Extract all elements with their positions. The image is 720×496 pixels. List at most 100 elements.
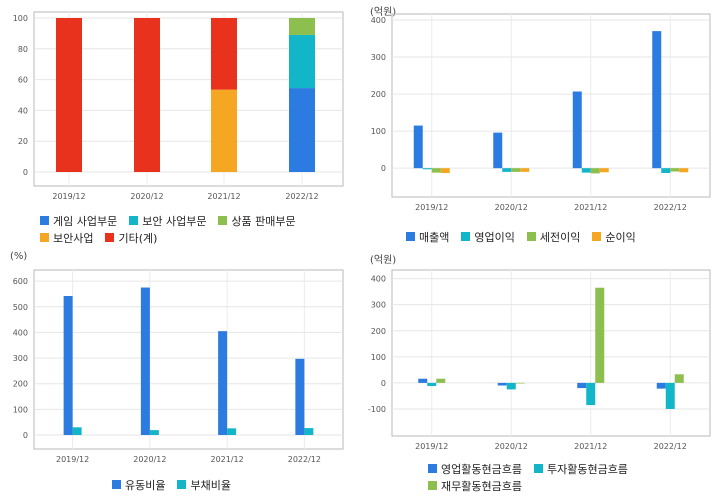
chart-cashflow: (억원) -100 0 100 200 300 400 2019/12 2020/12 2021… <box>360 248 720 496</box>
legend-label: 영업활동현금흐름 <box>441 462 522 476</box>
legend-item: 매출액 <box>406 229 449 245</box>
legend-row: 영업활동현금흐름 투자활동현금흐름 <box>428 460 628 477</box>
bar-부채비율 <box>227 428 237 435</box>
legend-swatch <box>592 232 602 241</box>
legend-item: 영업활동현금흐름 <box>428 461 522 477</box>
y-tick-label: 80 <box>18 45 28 54</box>
bar-매출액 <box>413 125 423 169</box>
legend-item: 보안사업 <box>40 230 93 246</box>
legend-swatch <box>177 480 187 489</box>
legend-item: 보안 사업부문 <box>129 213 206 229</box>
legend-label: 게임 사업부문 <box>53 214 118 228</box>
legend-row: 유동비율 부채비율 <box>112 476 231 493</box>
x-tick-label: 2019/12 <box>56 455 89 464</box>
bar-매출액 <box>493 132 503 169</box>
legend-label: 부채비율 <box>190 478 231 492</box>
bar-재무활동현금흐름 <box>595 287 605 383</box>
bar-상품 판매부문 <box>289 18 315 35</box>
bar-영업이익 <box>422 168 432 170</box>
bar-유동비율 <box>295 358 305 435</box>
bar-게임 사업부문 <box>289 88 315 172</box>
bar-보안 사업부문 <box>289 34 315 89</box>
bar-유동비율 <box>140 287 150 435</box>
bar-재무활동현금흐름 <box>515 382 525 384</box>
y-tick-label: 60 <box>18 76 28 85</box>
bar-순이익 <box>599 168 609 173</box>
y-tick-label: 300 <box>371 301 386 310</box>
x-tick-label: 2022/12 <box>288 455 321 464</box>
y-tick-label: 400 <box>371 275 386 284</box>
bar-부채비율 <box>149 430 159 435</box>
x-tick-label: 2021/12 <box>207 192 240 201</box>
y-tick-label: 400 <box>13 328 28 337</box>
bar-투자활동현금흐름 <box>665 382 675 409</box>
y-tick-label: 100 <box>13 14 28 23</box>
y-tick-label: 100 <box>13 405 28 414</box>
legend-item: 부채비율 <box>177 477 231 493</box>
legend-swatch <box>105 233 115 242</box>
x-tick-label: 2019/12 <box>415 203 448 212</box>
legend-row: 보안사업 기타(계) <box>40 229 296 246</box>
legend-item: 세전이익 <box>526 229 581 245</box>
bar-부채비율 <box>304 428 314 435</box>
y-tick-label: -100 <box>368 405 386 414</box>
x-tick-label: 2020/12 <box>130 192 163 201</box>
bar-세전이익 <box>431 168 441 173</box>
legend-item: 순이익 <box>592 229 636 245</box>
legend-label: 매출액 <box>419 230 450 244</box>
bar-영업이익 <box>661 168 671 173</box>
legend-label: 보안 사업부문 <box>142 214 207 228</box>
chart-cashflow-plot: -100 0 100 200 300 400 2019/12 2020/12 2021/12 20… <box>368 269 711 451</box>
chart-income-plot: 0 100 200 300 400 2019/12 2020/12 2021/12 2022/1… <box>371 13 711 212</box>
chart-revenue-composition-plot: 0 20 40 60 80 100 2019/12 2020/12 2021/12 2022/12 <box>13 11 344 201</box>
bar-영업활동현금흐름 <box>577 382 587 389</box>
legend-label: 상품 판매부문 <box>231 214 296 228</box>
bar-세전이익 <box>670 168 680 172</box>
x-tick-label: 2022/12 <box>654 203 687 212</box>
chart-ratios: (%) 0 100 200 300 400 500 600 2019/12 2020/12 202… <box>0 248 360 496</box>
legend-swatch <box>406 232 415 241</box>
legend-swatch <box>40 216 49 225</box>
y-tick-label: 0 <box>381 164 386 173</box>
y-tick-label: 300 <box>13 354 28 363</box>
legend-row: 매출액 영업이익 세전이익 순이익 <box>406 228 636 245</box>
y-tick-label: 200 <box>13 380 28 389</box>
legend-label: 재무활동현금흐름 <box>441 479 522 493</box>
legend-swatch <box>533 464 543 473</box>
bar-순이익 <box>679 168 689 173</box>
legend-label: 기타(계) <box>118 231 158 245</box>
x-tick-label: 2021/12 <box>574 442 607 451</box>
y-tick-label: 40 <box>18 106 28 115</box>
chart-ratios-unit: (%) <box>10 251 28 262</box>
bar-유동비율 <box>63 296 73 435</box>
bar-기타(계) <box>56 18 82 172</box>
x-tick-label: 2022/12 <box>654 442 687 451</box>
plot-frame <box>33 269 344 450</box>
y-tick-label: 400 <box>371 16 386 25</box>
legend-label: 영업이익 <box>474 230 515 244</box>
chart-income-legend: 매출액 영업이익 세전이익 순이익 <box>406 228 636 245</box>
legend-label: 순이익 <box>605 230 636 244</box>
legend-label: 세전이익 <box>539 230 581 244</box>
y-tick-label: 100 <box>371 127 386 136</box>
bar-기타(계) <box>134 18 160 172</box>
legend-label: 투자활동현금흐름 <box>546 462 628 476</box>
y-tick-label: 100 <box>371 353 386 362</box>
y-tick-label: 200 <box>371 90 386 99</box>
bar-세전이익 <box>511 168 521 172</box>
bar-재무활동현금흐름 <box>674 374 684 383</box>
y-tick-label: 0 <box>23 431 28 440</box>
y-tick-label: 0 <box>381 379 386 388</box>
y-tick-label: 0 <box>23 168 28 177</box>
y-tick-label: 300 <box>371 53 386 62</box>
bar-보안사업 <box>211 89 237 172</box>
legend-item: 영업이익 <box>461 229 515 245</box>
x-tick-label: 2022/12 <box>285 192 318 201</box>
y-tick-label: 500 <box>13 303 28 312</box>
x-tick-label: 2021/12 <box>211 455 244 464</box>
y-tick-label: 600 <box>13 277 28 286</box>
legend-item: 게임 사업부문 <box>40 213 117 229</box>
chart-ratios-plot: 0 100 200 300 400 500 600 2019/12 2020/12 2021/12… <box>13 269 344 464</box>
legend-swatch <box>218 216 228 225</box>
